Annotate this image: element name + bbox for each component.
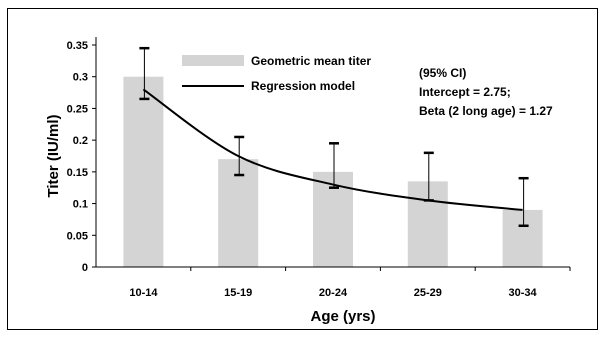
y-tick-label: 0.3 [73, 72, 88, 84]
x-tick-label: 20-24 [319, 287, 348, 299]
y-tick-label: 0.35 [67, 40, 88, 52]
bar [313, 171, 353, 267]
bar [407, 181, 448, 267]
axes-group [95, 37, 570, 268]
y-tick-label: 0.1 [73, 199, 88, 211]
x-ticks-group: 10-14 15-19 20-24 25-29 30-34 [129, 267, 571, 299]
y-tick-label: 0.15 [67, 167, 88, 179]
y-axis-title: Titer (IU/ml) [45, 114, 62, 197]
bar [502, 209, 543, 267]
x-tick-label: 30-34 [509, 287, 538, 299]
y-ticks-group: 0 0.05 0.1 0.15 0.2 0.25 0.3 0.35 [67, 40, 96, 274]
regression-line [142, 88, 523, 211]
x-tick-label: 10-14 [129, 287, 158, 299]
legend-bar-swatch [182, 55, 244, 66]
ci-annotation: (95% CI) Intercept = 2.75; Beta (2 long … [419, 66, 553, 118]
legend-bar-label: Geometric mean titer [251, 54, 371, 68]
bar [123, 76, 164, 267]
y-tick-label: 0.25 [67, 103, 88, 115]
x-tick-label: 15-19 [224, 287, 252, 299]
annotation-line-1: (95% CI) [419, 66, 466, 80]
annotation-line-3: Beta (2 long age) = 1.27 [419, 104, 553, 118]
x-tick-label: 25-29 [414, 287, 442, 299]
y-tick-label: 0.05 [67, 230, 88, 242]
bar [218, 159, 259, 267]
legend: Geometric mean titer Regression model [182, 54, 371, 93]
y-tick-label: 0.2 [73, 135, 88, 147]
chart-frame [7, 8, 598, 330]
legend-line-label: Regression model [251, 79, 355, 93]
x-axis-title: Age (yrs) [310, 308, 375, 325]
annotation-line-2: Intercept = 2.75; [419, 85, 511, 99]
y-tick-label: 0 [82, 262, 88, 274]
